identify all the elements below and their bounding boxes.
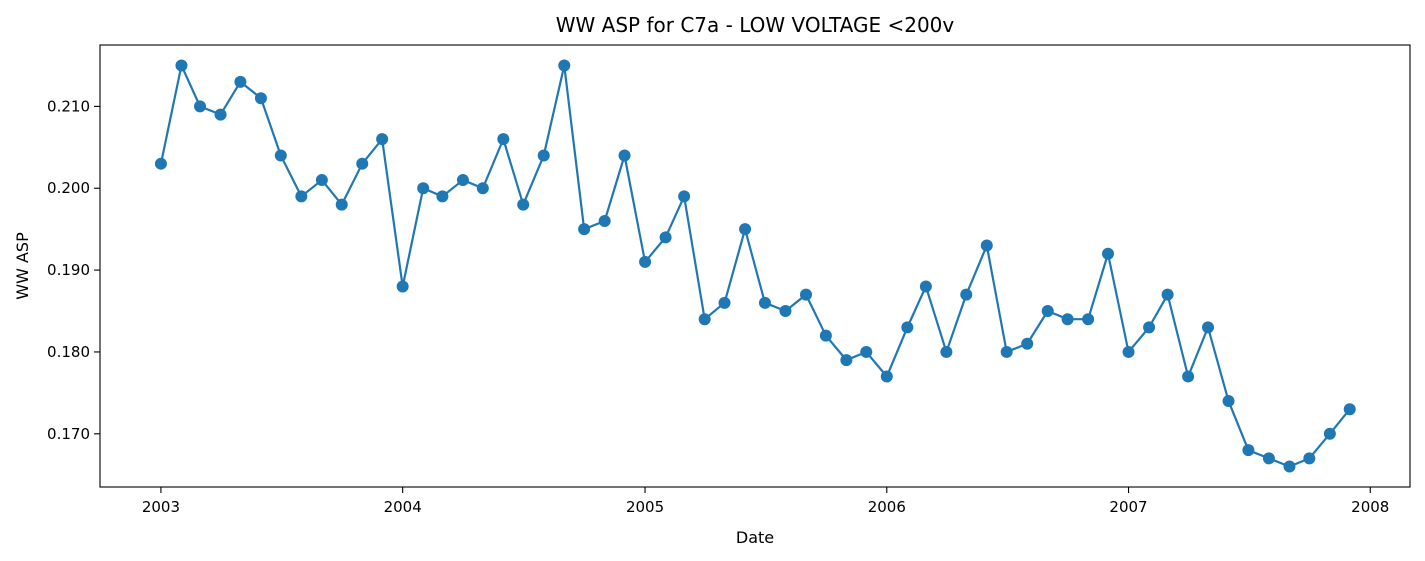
data-point — [758, 296, 771, 309]
data-point — [234, 75, 247, 88]
data-point — [960, 288, 973, 301]
x-tick-label: 2003 — [142, 498, 180, 516]
data-point — [819, 329, 832, 342]
y-axis: 0.170 0.180 0.190 0.200 0.210 — [47, 97, 100, 443]
data-point — [880, 370, 893, 383]
chart-title: WW ASP for C7a - LOW VOLTAGE <200v — [556, 13, 955, 37]
data-point — [497, 133, 510, 146]
data-point — [417, 182, 430, 195]
data-point — [1343, 403, 1356, 416]
data-point — [919, 280, 932, 293]
data-point — [1242, 444, 1255, 457]
y-axis-title: WW ASP — [13, 232, 32, 300]
data-point — [698, 313, 711, 326]
data-point — [295, 190, 308, 203]
data-point — [194, 100, 207, 113]
data-point — [558, 59, 571, 72]
data-point — [274, 149, 287, 162]
plot-frame — [99, 44, 1411, 488]
data-point — [1262, 452, 1275, 465]
data-point — [254, 92, 267, 105]
data-point — [214, 108, 227, 121]
data-point — [1102, 247, 1114, 260]
y-tick-label: 0.200 — [47, 179, 90, 197]
data-point — [356, 157, 369, 170]
data-point — [1122, 345, 1135, 358]
data-point — [396, 280, 409, 293]
data-point — [335, 198, 348, 211]
data-point — [840, 354, 853, 367]
y-tick-label: 0.190 — [47, 261, 90, 279]
data-point — [618, 149, 631, 162]
data-point — [537, 149, 550, 162]
data-point — [436, 190, 449, 203]
data-point — [1323, 427, 1336, 440]
x-axis: 2003 2004 2005 2006 2007 2008 — [142, 487, 1389, 516]
data-point — [1143, 321, 1156, 334]
data-point — [456, 174, 469, 187]
x-axis-title: Date — [736, 528, 774, 547]
y-tick-label: 0.180 — [47, 343, 90, 361]
data-point — [739, 223, 752, 236]
data-point — [1202, 321, 1214, 334]
data-point — [1061, 313, 1074, 326]
y-tick-label: 0.170 — [47, 425, 90, 443]
x-tick-label: 2004 — [384, 498, 422, 516]
x-tick-label: 2006 — [868, 498, 906, 516]
data-point — [315, 174, 328, 187]
data-point — [659, 231, 672, 244]
data-point — [578, 223, 591, 236]
data-point — [1161, 288, 1174, 301]
data-point — [1021, 337, 1034, 350]
data-point — [598, 214, 611, 227]
data-point — [376, 133, 389, 146]
data-point — [175, 59, 188, 72]
data-point — [1000, 345, 1013, 358]
data-point — [779, 305, 792, 318]
data-point — [1222, 395, 1235, 408]
data-point — [1182, 370, 1195, 383]
data-point — [517, 198, 530, 211]
data-point — [980, 239, 993, 252]
data-point — [800, 288, 812, 301]
data-point — [901, 321, 914, 334]
data-point — [678, 190, 691, 203]
data-point — [1041, 305, 1054, 318]
data-point — [718, 296, 731, 309]
data-point — [1082, 313, 1095, 326]
y-tick-label: 0.210 — [47, 97, 90, 115]
x-tick-label: 2007 — [1109, 498, 1147, 516]
data-points — [154, 59, 1356, 473]
series-line — [159, 64, 1351, 468]
data-point — [639, 255, 652, 268]
data-point — [1283, 460, 1296, 473]
x-tick-label: 2005 — [626, 498, 664, 516]
data-point — [154, 157, 167, 170]
x-tick-label: 2008 — [1351, 498, 1389, 516]
data-point — [476, 182, 489, 195]
data-point — [860, 345, 873, 358]
data-point — [940, 345, 953, 358]
data-point — [1303, 452, 1316, 465]
